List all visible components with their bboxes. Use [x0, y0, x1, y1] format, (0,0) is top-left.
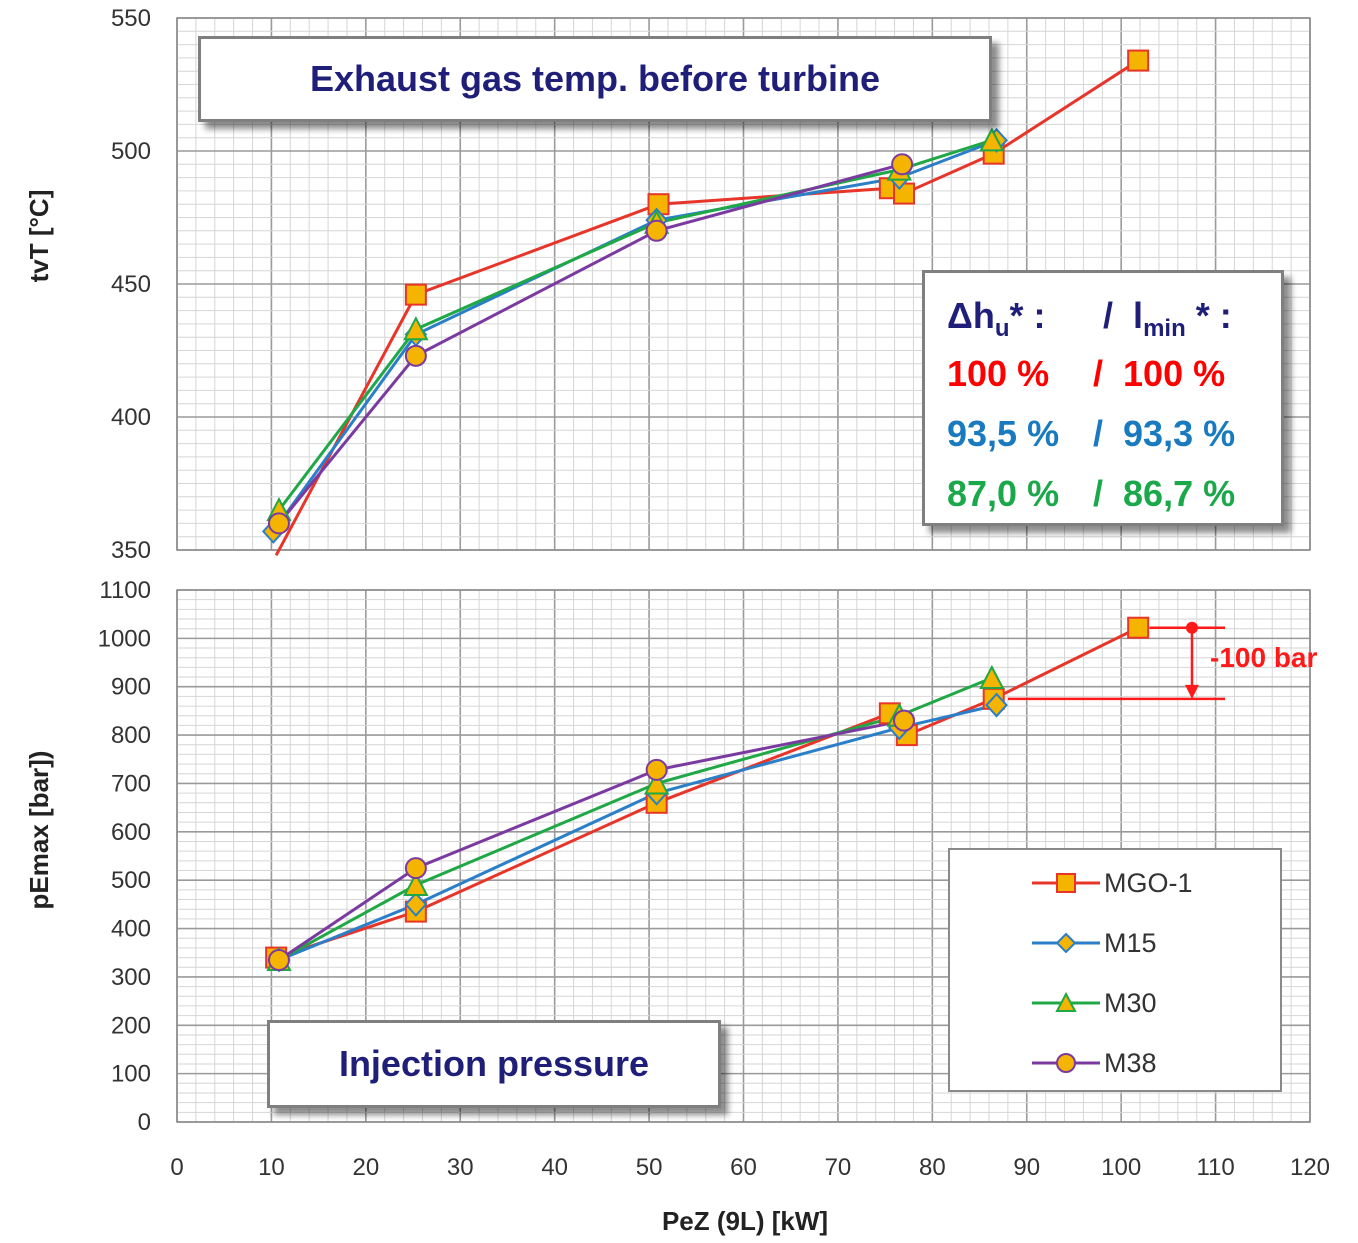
- y-tick-label: 700: [111, 770, 151, 797]
- data-point-m38: [893, 709, 916, 732]
- data-point-m30: [979, 127, 1005, 152]
- bottom-y-axis-label: pEmax [bar]): [24, 751, 54, 910]
- delta-hu-symbol: Δh: [947, 295, 995, 336]
- data-point-mgo-1: [404, 283, 427, 306]
- header-separator: /: [1103, 295, 1114, 336]
- y-tick-label: 400: [111, 404, 151, 431]
- top-y-axis-label: tvT [°C]: [24, 190, 54, 283]
- series-line-m38: [277, 162, 903, 525]
- hu-subscript: u: [994, 315, 1010, 343]
- x-tick-label: 60: [730, 1154, 757, 1181]
- legend-label: M30: [1104, 988, 1157, 1018]
- y-tick-label: 800: [111, 722, 151, 749]
- top-chart-title: Exhaust gas temp. before turbine: [198, 36, 992, 122]
- data-point-m38: [267, 948, 290, 971]
- info-row-mgo: 100 % / 100 %: [947, 353, 1225, 395]
- info-row-m30: 87,0 % / 86,7 %: [947, 473, 1235, 515]
- heating-value-info-box: Δhu* : / lmin * : 100 %/ 100 % 93,5 %/ 9…: [922, 270, 1284, 526]
- data-point-m30: [403, 316, 429, 341]
- plot-frame: [176, 17, 1311, 551]
- data-point-m38: [645, 219, 668, 242]
- y-tick-label: 300: [111, 964, 151, 991]
- data-point-m30: [979, 664, 1005, 690]
- y-tick-label: 1100: [99, 577, 151, 604]
- y-tick-label: 100: [111, 1061, 151, 1088]
- data-point-m30: [403, 871, 429, 897]
- x-tick-label: 20: [352, 1154, 379, 1181]
- info-box-header: Δhu* : / lmin * :: [947, 295, 1232, 343]
- data-point-m38: [404, 344, 427, 367]
- x-tick-label: 100: [1101, 1154, 1141, 1181]
- y-tick-label: 500: [111, 138, 151, 165]
- data-point-mgo-1: [1127, 49, 1150, 72]
- axis-ticks: 3504004505005500100200300400500600700800…: [98, 5, 1330, 1181]
- x-tick-label: 40: [541, 1154, 568, 1181]
- legend-label: M15: [1104, 928, 1157, 958]
- y-tick-label: 350: [111, 537, 151, 564]
- y-tick-label: 600: [111, 819, 151, 846]
- data-point-m38: [645, 758, 668, 781]
- legend-square-icon: [1032, 873, 1100, 893]
- pressure-annotation: [1007, 621, 1226, 701]
- top-plot-series: [261, 49, 1150, 557]
- legend-marker: [1056, 873, 1076, 893]
- bottom-chart-title: Injection pressure: [267, 1020, 721, 1108]
- info-row-sep: /: [1093, 473, 1104, 514]
- y-tick-label: 450: [111, 271, 151, 298]
- x-tick-label: 0: [170, 1154, 183, 1181]
- x-tick-label: 70: [825, 1154, 852, 1181]
- x-tick-label: 50: [636, 1154, 663, 1181]
- y-tick-label: 550: [111, 5, 151, 32]
- info-row-value-a: 100 %: [947, 353, 1050, 394]
- info-row-value-b: 93,3 %: [1123, 413, 1236, 454]
- legend-diamond-icon: [1032, 932, 1100, 954]
- data-point-m38: [891, 153, 914, 176]
- info-row-value-b: 86,7 %: [1123, 473, 1236, 514]
- bottom-plot-series: [265, 616, 1150, 973]
- info-row-sep: /: [1093, 353, 1104, 394]
- data-point-m15: [985, 692, 1008, 718]
- y-tick-label: 1000: [98, 625, 151, 652]
- legend-triangle-icon: [1032, 991, 1100, 1012]
- annotation-arrowhead: [1184, 684, 1199, 699]
- data-point-m15: [404, 891, 428, 917]
- legend-marker: [1056, 1053, 1076, 1073]
- x-tick-label: 10: [258, 1154, 285, 1181]
- data-point-m30: [643, 770, 670, 795]
- legend-marker: [1055, 991, 1077, 1012]
- plot-frame: [176, 589, 1311, 1123]
- lmin-subscript: min: [1143, 315, 1186, 343]
- y-tick-label: 0: [138, 1109, 151, 1136]
- hu-suffix: * :: [1009, 295, 1046, 336]
- lmin-symbol: l: [1133, 295, 1144, 336]
- y-tick-label: 200: [111, 1012, 151, 1039]
- legend-label: MGO-1: [1104, 868, 1193, 898]
- info-row-m15: 93,5 % / 93,3 %: [947, 413, 1235, 455]
- y-tick-label: 900: [111, 674, 151, 701]
- legend-marker: [1055, 932, 1077, 954]
- info-row-value-a: 93,5 %: [947, 413, 1060, 454]
- x-tick-label: 110: [1196, 1154, 1234, 1181]
- annotation-label: -100 bar: [1210, 642, 1318, 673]
- x-tick-label: 90: [1013, 1154, 1040, 1181]
- data-point-mgo-1: [1127, 616, 1150, 639]
- y-tick-label: 500: [111, 867, 151, 894]
- data-point-m38: [267, 512, 290, 535]
- data-point-m38: [404, 857, 427, 880]
- info-row-value-b: 100 %: [1123, 353, 1226, 394]
- x-axis-label: PeZ (9L) [kW]: [662, 1206, 828, 1236]
- series-line-m38: [278, 719, 905, 962]
- legend-circle-icon: [1032, 1053, 1100, 1073]
- x-tick-label: 120: [1290, 1154, 1330, 1181]
- x-tick-label: 30: [447, 1154, 474, 1181]
- legend: MGO-1 M15 M30 M38: [948, 848, 1282, 1092]
- legend-label: M38: [1104, 1048, 1157, 1078]
- info-row-sep: /: [1093, 413, 1104, 454]
- x-tick-label: 80: [919, 1154, 946, 1181]
- lmin-suffix: * :: [1185, 295, 1232, 336]
- info-row-value-a: 87,0 %: [947, 473, 1060, 514]
- y-tick-label: 400: [111, 916, 151, 943]
